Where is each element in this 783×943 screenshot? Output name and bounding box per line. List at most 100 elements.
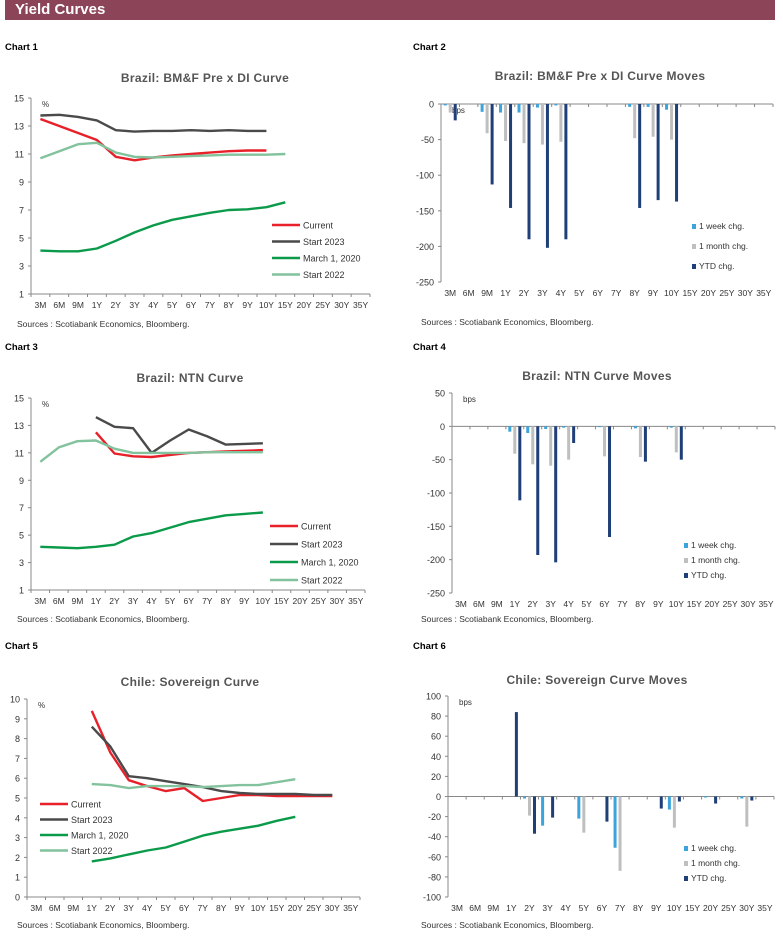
bar-ytd-chg--9m	[490, 104, 494, 185]
chart-source: Sources : Scotiabank Economics, Bloomber…	[17, 614, 189, 624]
legend-label: March 1, 2020	[303, 254, 361, 264]
bar-1-month-chg--8y	[638, 426, 642, 457]
x-tick-label: 3Y	[128, 596, 139, 606]
x-tick-label: 2Y	[528, 599, 539, 609]
bar-1-week-chg--8y	[633, 426, 637, 429]
x-tick-label: 8Y	[635, 599, 646, 609]
bar-1-month-chg--10y	[672, 796, 676, 828]
series-line-start-2022	[91, 778, 296, 790]
x-tick-label: 8Y	[629, 288, 640, 298]
x-tick-label: 10Y	[251, 903, 266, 913]
bar-1-week-chg--2y	[526, 426, 530, 433]
y-tick-label: -100	[427, 489, 445, 499]
y-tick-label: 1	[19, 586, 24, 596]
legend-label: Start 2022	[71, 846, 113, 856]
legend-swatch	[684, 876, 688, 881]
unit-label: bps	[463, 395, 476, 404]
x-tick-label: 4Y	[148, 300, 159, 310]
x-tick-label: 30Y	[325, 903, 340, 913]
legend-swatch	[684, 558, 688, 563]
bar-1-month-chg--9y	[651, 104, 655, 137]
x-tick-label: 35Y	[758, 599, 773, 609]
bar-1-week-chg--10y	[669, 426, 673, 428]
bar-ytd-chg--3y	[545, 104, 549, 248]
x-tick-label: 1Y	[91, 596, 102, 606]
x-tick-label: 6Y	[184, 596, 195, 606]
bar-ytd-chg--10y	[679, 426, 683, 460]
y-tick-label: 11	[15, 448, 24, 458]
x-tick-label: 10Y	[255, 596, 270, 606]
series-line-start-2022	[39, 141, 286, 160]
y-tick-label: 1	[19, 290, 24, 300]
bar-1-month-chg--5y	[582, 796, 586, 833]
bar-ytd-chg--1y	[518, 426, 522, 501]
x-tick-label: 15Y	[274, 596, 289, 606]
y-tick-label: 7	[19, 206, 24, 216]
legend-label: Start 2022	[303, 270, 345, 280]
x-tick-label: 8Y	[633, 903, 644, 913]
x-tick-label: 9Y	[648, 288, 659, 298]
y-tick-label: -250	[416, 278, 434, 288]
bar-1-week-chg--1y	[499, 104, 503, 113]
y-tick-label: 0	[436, 792, 441, 802]
x-tick-label: 20Y	[292, 596, 307, 606]
x-tick-label: 3Y	[537, 288, 548, 298]
x-tick-label: 20Y	[288, 903, 303, 913]
y-tick-label: 0	[15, 893, 20, 903]
x-tick-label: 35Y	[348, 596, 363, 606]
bar-ytd-chg--4y	[564, 104, 568, 240]
x-tick-label: 6M	[473, 599, 485, 609]
x-tick-label: 30Y	[334, 300, 349, 310]
x-tick-label: 1Y	[92, 300, 103, 310]
x-tick-label: 3Y	[129, 300, 140, 310]
bar-1-month-chg--3y	[540, 104, 544, 145]
y-tick-label: 5	[19, 234, 24, 244]
y-tick-label: 5	[15, 794, 20, 804]
bar-1-week-chg--4y	[554, 104, 558, 106]
x-tick-label: 6Y	[597, 903, 608, 913]
x-tick-label: 3Y	[545, 599, 556, 609]
legend-label: March 1, 2020	[71, 831, 129, 841]
x-tick-label: 6Y	[179, 903, 190, 913]
bar-ytd-chg--6y	[605, 796, 609, 822]
y-tick-label: 1	[15, 873, 20, 883]
chart-4-label: Chart 4	[413, 342, 446, 353]
bar-ytd-chg--10y	[675, 104, 679, 202]
x-tick-label: 4Y	[146, 596, 157, 606]
unit-label: %	[38, 701, 45, 710]
chart-title: Brazil: BM&F Pre x DI Curve	[121, 71, 289, 85]
chart-source: Sources : Scotiabank Economics, Bloomber…	[17, 920, 189, 930]
x-tick-label: 4Y	[556, 288, 567, 298]
legend-swatch	[684, 543, 688, 548]
x-tick-label: 9Y	[651, 903, 662, 913]
x-tick-label: 10Y	[669, 599, 684, 609]
chart-title: Brazil: NTN Curve Moves	[522, 369, 672, 383]
x-tick-label: 8Y	[221, 596, 232, 606]
x-tick-label: 35Y	[353, 300, 368, 310]
legend-label: YTD chg.	[691, 570, 726, 580]
y-tick-label: -40	[428, 832, 441, 842]
x-tick-label: 5Y	[165, 596, 176, 606]
unit-label: %	[42, 100, 49, 109]
bar-1-week-chg--3m	[443, 104, 447, 106]
chart-5-label: Chart 5	[5, 641, 38, 652]
x-tick-label: 20Y	[701, 288, 716, 298]
y-tick-label: 9	[15, 714, 20, 724]
bar-ytd-chg--20y	[714, 796, 718, 804]
x-tick-label: 1Y	[87, 903, 98, 913]
x-tick-label: 3M	[451, 903, 463, 913]
bar-1-week-chg--30y	[740, 796, 744, 799]
chart-title: Chile: Sovereign Curve Moves	[506, 673, 687, 687]
unit-label: bps	[452, 106, 465, 115]
legend-swatch	[692, 224, 696, 229]
x-tick-label: 3M	[30, 903, 42, 913]
bar-ytd-chg--8y	[643, 426, 647, 462]
x-tick-label: 25Y	[721, 903, 736, 913]
bar-ytd-chg--8y	[638, 104, 642, 208]
bar-1-week-chg--2y	[517, 104, 521, 113]
x-tick-label: 9M	[481, 288, 493, 298]
x-tick-label: 5Y	[581, 599, 592, 609]
chart-6-label: Chart 6	[413, 641, 446, 652]
y-tick-label: 80	[431, 712, 441, 722]
